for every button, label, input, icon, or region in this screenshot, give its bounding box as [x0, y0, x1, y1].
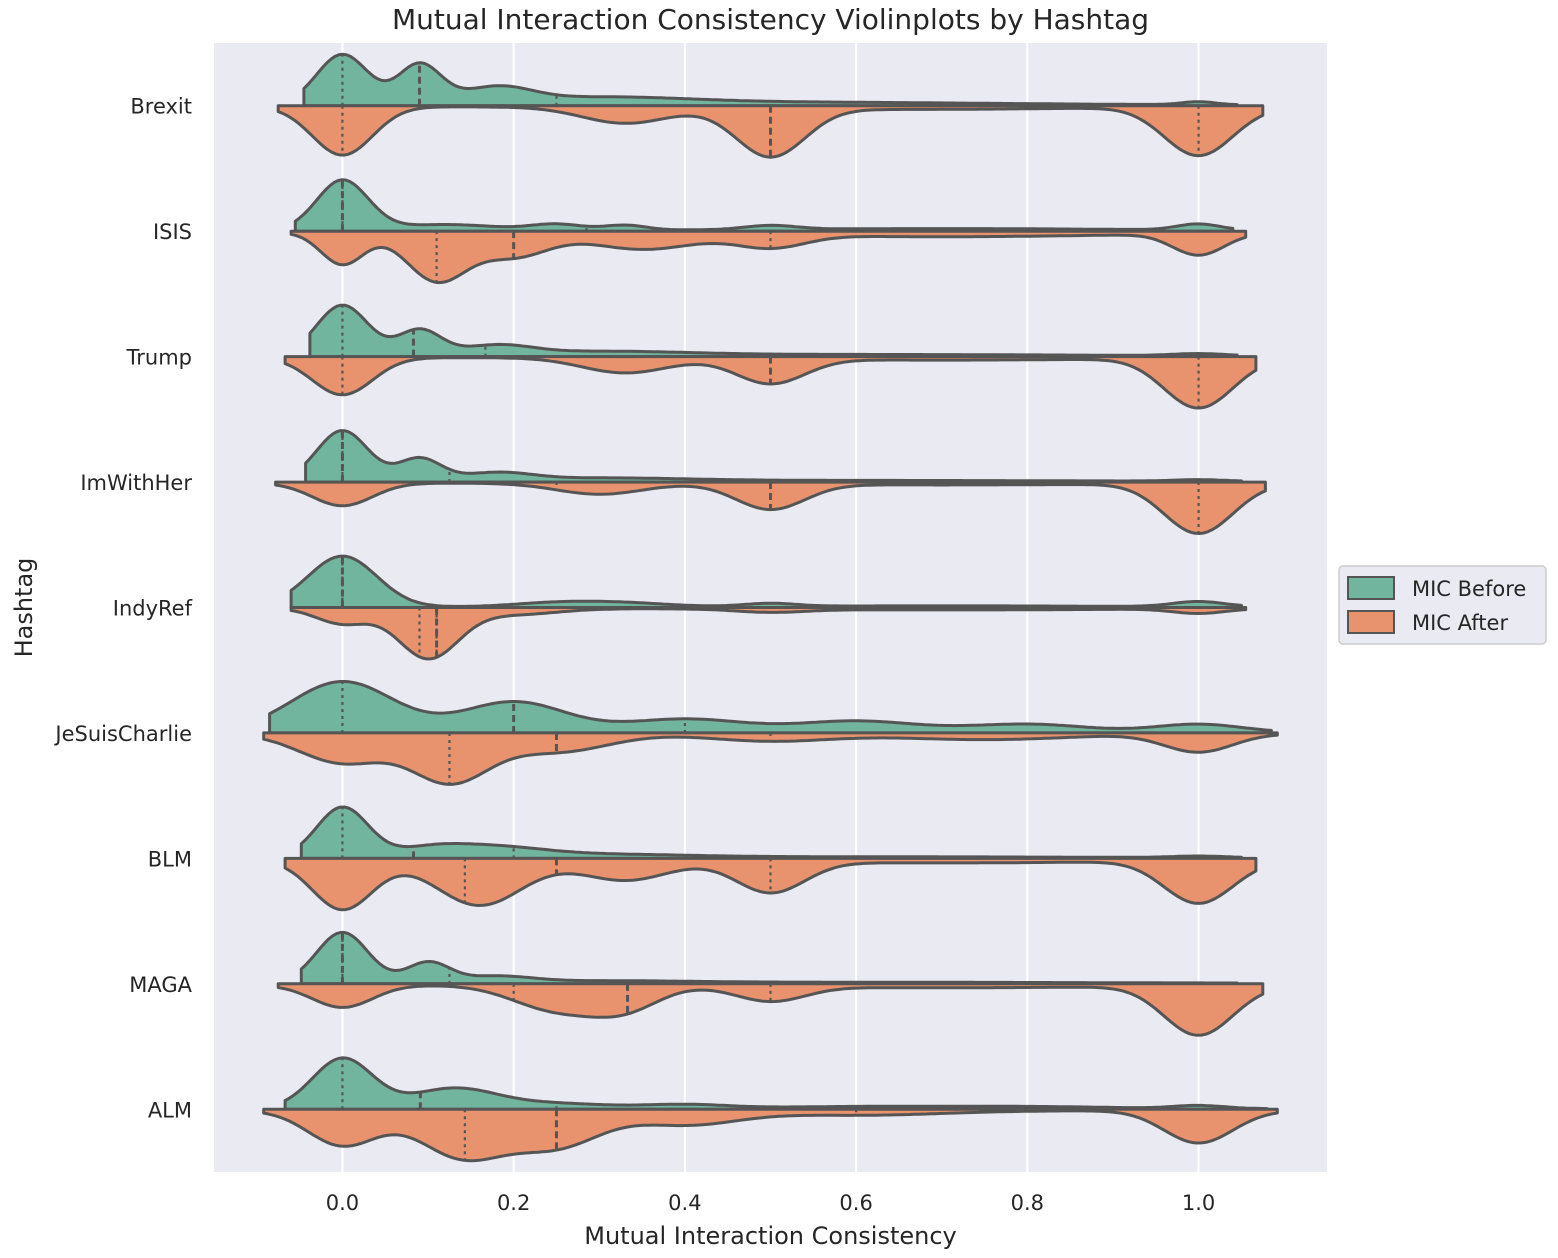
- x-axis-label: Mutual Interaction Consistency: [584, 1222, 957, 1250]
- violin-imwithher: [274, 429, 1267, 535]
- violin-half-after: [262, 1107, 1279, 1163]
- x-tick-label: 0.2: [497, 1191, 530, 1215]
- violin-brexit: [276, 52, 1265, 159]
- violin-half-before: [268, 680, 1273, 735]
- y-tick-label: ISIS: [153, 220, 192, 244]
- y-tick-label: IndyRef: [113, 597, 193, 621]
- legend-swatch: [1347, 576, 1395, 600]
- y-tick-label: BLM: [148, 847, 192, 871]
- violin-half-before: [302, 52, 1239, 108]
- violin-jesuischarlie: [262, 680, 1279, 786]
- violin-isis: [289, 178, 1248, 285]
- legend-label: MIC After: [1412, 611, 1508, 635]
- violin-alm: [262, 1056, 1279, 1163]
- violins: [262, 52, 1279, 1163]
- legend: MIC Before MIC After: [1338, 565, 1547, 645]
- violin-trump: [283, 303, 1258, 410]
- y-axis-ticks: Brexit ISIS Trump ImWithHer IndyRef JeSuisCha…: [53, 95, 192, 1123]
- chart-title: Mutual Interaction Consistency Violinplo…: [392, 3, 1149, 36]
- y-tick-label: Trump: [126, 346, 192, 370]
- y-tick-label: ImWithHer: [80, 471, 192, 495]
- legend-swatch: [1347, 610, 1395, 634]
- violin-half-after: [283, 856, 1258, 912]
- violin-blm: [283, 805, 1258, 912]
- x-tick-label: 0.8: [1011, 1191, 1044, 1215]
- legend-label: MIC Before: [1412, 577, 1526, 601]
- violin-half-after: [262, 731, 1279, 786]
- y-tick-label: MAGA: [129, 973, 192, 997]
- y-tick-label: ALM: [148, 1098, 192, 1122]
- y-tick-label: Brexit: [130, 95, 192, 119]
- x-tick-label: 0.0: [326, 1191, 359, 1215]
- violin-half-before: [283, 1056, 1269, 1111]
- violin-half-after: [289, 229, 1248, 285]
- violin-half-after: [276, 982, 1265, 1037]
- x-tick-label: 0.4: [668, 1191, 701, 1215]
- y-axis-label: Hashtag: [10, 558, 38, 658]
- x-tick-label: 1.0: [1182, 1191, 1215, 1215]
- violin-half-before: [293, 178, 1235, 233]
- violin-half-after: [289, 606, 1248, 661]
- x-axis-ticks: 0.0 0.2 0.4 0.6 0.8 1.0: [326, 1191, 1216, 1215]
- y-tick-label: JeSuisCharlie: [53, 722, 192, 746]
- violin-indyref: [289, 554, 1248, 661]
- violin-maga: [276, 930, 1265, 1037]
- x-tick-label: 0.6: [839, 1191, 872, 1215]
